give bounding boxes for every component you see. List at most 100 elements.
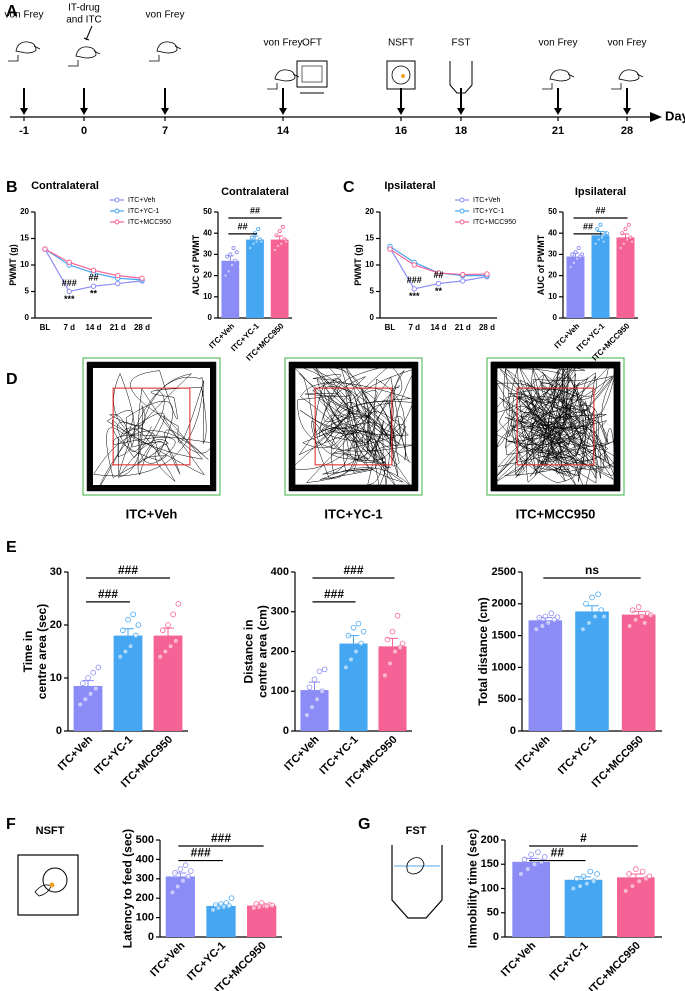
data-point [228,252,233,257]
mouse-icon [406,857,425,875]
data-point [539,623,546,629]
data-point [350,624,357,631]
timeline-tick-label: 21 [552,125,564,137]
chart-title: Contralateral [221,186,289,198]
data-point [132,632,139,639]
y-tick-label: 300 [136,873,154,885]
data-point [127,643,134,649]
data-point [570,885,577,892]
panel-label: A [6,3,18,20]
chart-title: Ipsilateral [384,180,435,192]
data-point [314,696,320,702]
data-point [573,250,578,255]
data-point [175,600,182,607]
track-label: ITC+YC-1 [324,506,382,521]
y-axis-label: Immobility time (sec) [465,829,479,948]
data-point [277,229,282,234]
data-point [316,668,323,675]
data-point [411,286,417,292]
data-point [66,259,72,266]
data-point [165,622,171,628]
track-label: ITC+MCC950 [516,506,596,521]
data-point [579,252,584,257]
data-point [604,231,609,236]
bar [246,239,264,318]
data-point [392,648,398,655]
data-point [120,627,126,634]
track-label: ITC+Veh [126,506,178,521]
data-point [42,246,48,252]
data-point [174,883,181,890]
data-point [228,895,235,901]
data-point [636,878,643,885]
significance-label: ** [90,289,98,299]
data-point [229,262,234,267]
data-point [226,269,231,274]
legend-marker [114,219,120,225]
oft-icon [296,60,328,88]
data-point [575,256,580,261]
schematic-label: NSFT [36,825,65,837]
data-point [548,610,555,617]
data-point [250,905,257,911]
timeline-tick-label: -1 [19,125,29,137]
data-point [135,622,142,628]
data-point [628,235,633,240]
data-point [528,851,534,858]
data-point [595,226,600,231]
data-point [596,237,601,242]
timeline-tick-label: 14 [277,125,290,137]
timeline-arrowhead [650,112,662,122]
data-point [635,604,642,610]
data-point [66,288,72,295]
event-label: von Frey [146,10,185,21]
y-axis-label: Latency to feed (sec) [120,829,134,948]
mouse-icon [267,69,300,90]
oft-icon [301,65,323,83]
data-point [180,877,186,884]
syringe-icon [83,25,93,41]
data-point [570,252,575,257]
data-point [272,248,277,253]
y-tick-label: 200 [271,645,289,657]
significance-label: *** [64,294,75,304]
data-point [264,903,270,910]
beaker [391,845,443,919]
data-point [587,868,594,875]
y-tick-label: 500 [136,834,154,846]
y-tick-label: 300 [271,606,289,618]
data-point [130,611,136,618]
data-point [545,620,552,626]
data-point [387,246,393,252]
mouse-icon [542,69,575,90]
data-point [592,613,598,620]
movement-track [490,361,621,492]
y-tick-label: 30 [548,250,557,259]
data-point [583,600,589,607]
y-tick-label: 5 [370,287,375,296]
y-tick-label: 100 [481,882,499,894]
data-point [484,271,490,277]
data-point [355,620,362,627]
data-point [223,273,228,278]
data-point [626,871,632,877]
y-axis-label: AUC of PWMT [536,234,546,295]
y-tick-label: 0 [370,313,375,322]
y-tick-label: 0 [148,931,154,943]
data-point [524,866,531,872]
mouse-icon [68,46,101,67]
data-point [620,231,625,236]
event-arrowhead [397,108,405,115]
panel-label: B [6,179,18,196]
mouse-icon [611,69,644,90]
y-tick-label: 400 [136,853,154,865]
data-point [518,871,524,877]
data-point [360,628,367,635]
significance-label: ### [211,831,231,845]
data-point [77,701,84,708]
data-point [601,613,607,620]
event-label: NSFT [388,38,414,49]
bar [512,861,551,937]
data-point [593,241,598,246]
mouse-icon [149,41,182,62]
